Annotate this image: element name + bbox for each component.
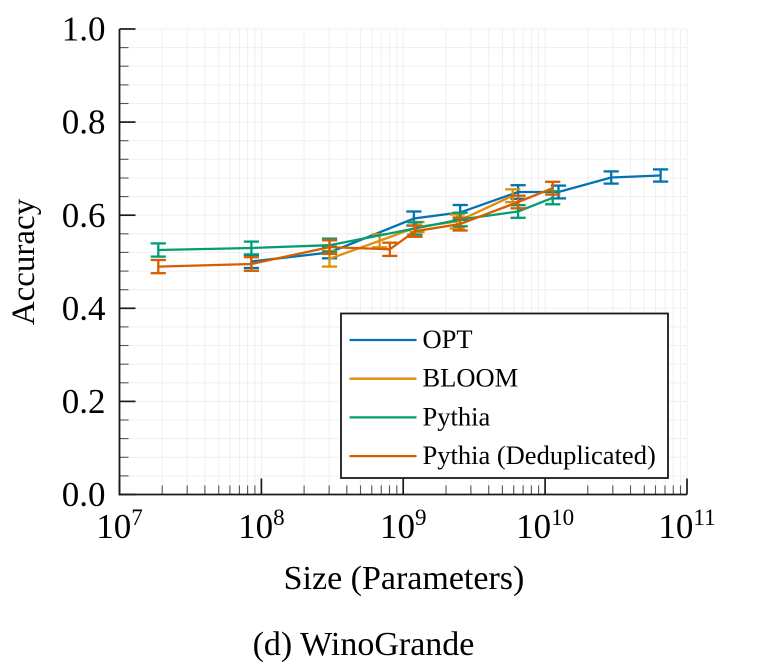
svg-text:0.6: 0.6 bbox=[62, 196, 106, 235]
svg-text:1.0: 1.0 bbox=[62, 10, 106, 49]
svg-text:Pythia: Pythia bbox=[423, 401, 491, 431]
svg-text:0.0: 0.0 bbox=[62, 475, 106, 514]
svg-text:0.4: 0.4 bbox=[62, 289, 106, 328]
svg-text:Pythia (Deduplicated): Pythia (Deduplicated) bbox=[423, 440, 656, 470]
svg-text:BLOOM: BLOOM bbox=[423, 363, 519, 393]
svg-text:(d) WinoGrande: (d) WinoGrande bbox=[253, 626, 475, 663]
svg-text:0.2: 0.2 bbox=[62, 382, 106, 421]
svg-text:Size (Parameters): Size (Parameters) bbox=[284, 560, 525, 597]
svg-text:0.8: 0.8 bbox=[62, 103, 106, 142]
svg-text:Accuracy: Accuracy bbox=[6, 198, 42, 325]
svg-text:OPT: OPT bbox=[423, 324, 473, 354]
